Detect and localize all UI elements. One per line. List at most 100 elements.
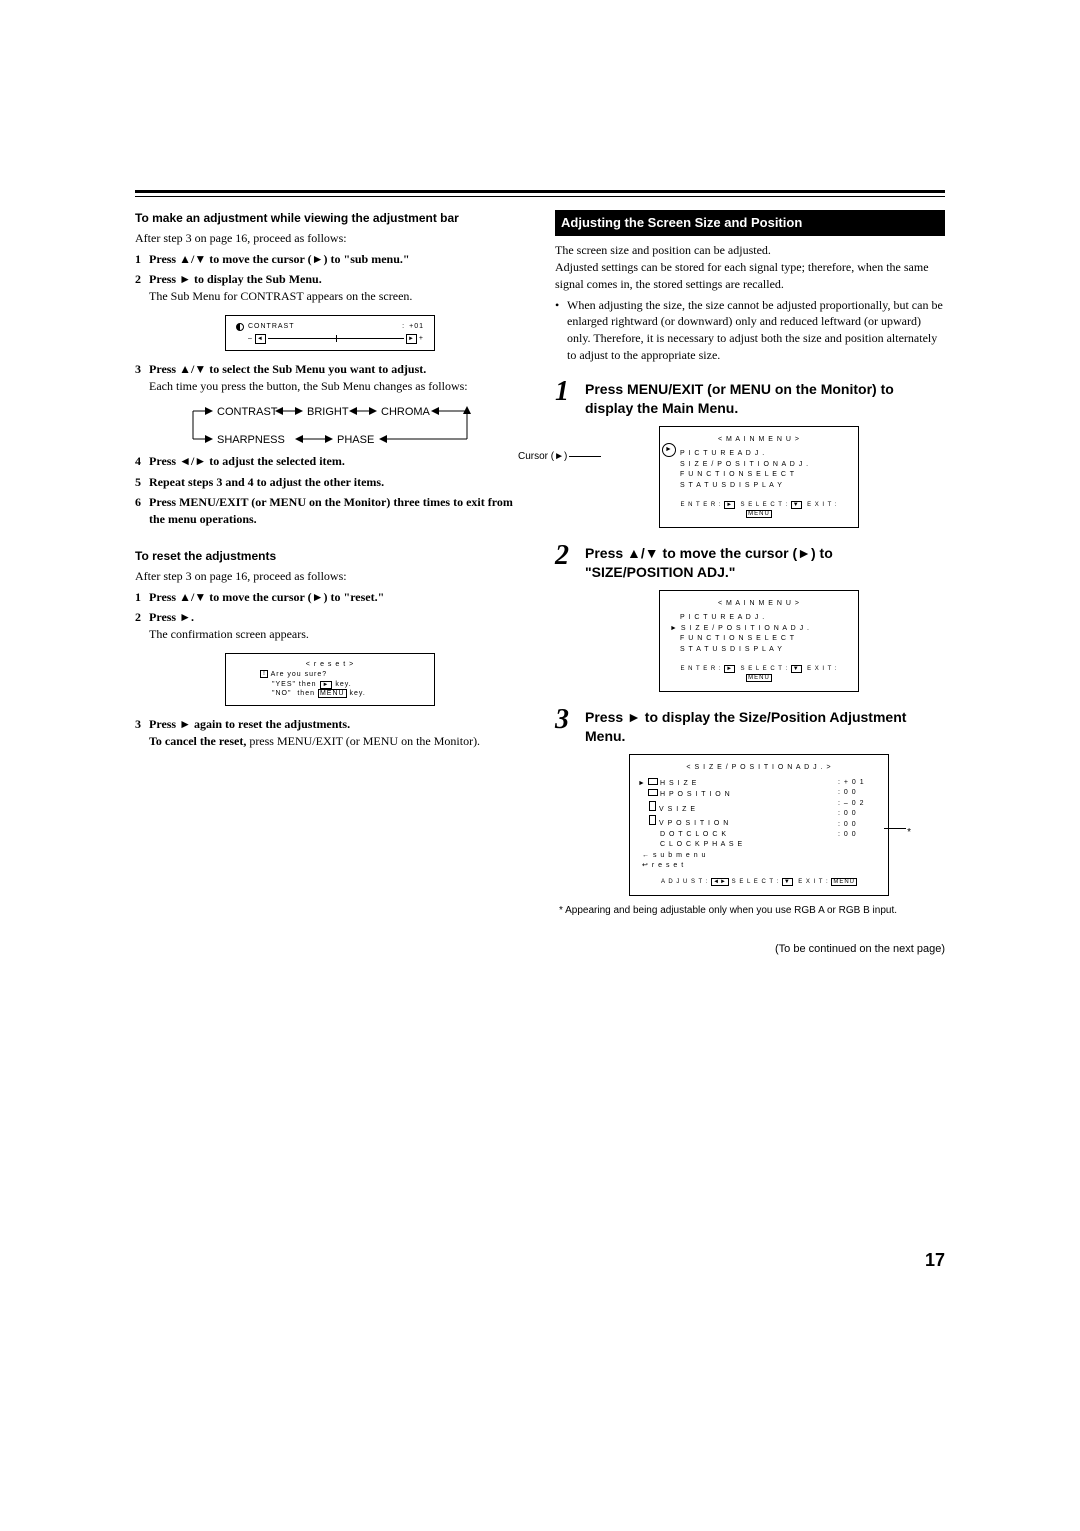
- step-text: Repeat steps 3 and 4 to adjust the other…: [149, 474, 525, 491]
- page-number: 17: [925, 1250, 945, 1271]
- main-menu-1-diagram: < M A I N M E N U > ► P I C T U R E A D …: [659, 426, 859, 529]
- two-column-layout: To make an adjustment while viewing the …: [135, 210, 945, 957]
- step-text: Press ► to display the Sub Menu. The Sub…: [149, 271, 525, 305]
- menu-row: ↩ r e s e t: [646, 861, 830, 872]
- step-num: 3: [135, 716, 149, 750]
- menu-line: S T A T U S D I S P L A Y: [680, 645, 848, 656]
- step-num: 2: [135, 271, 149, 305]
- menu-row: C L O C K P H A S E: [646, 840, 830, 851]
- menu-line: F U N C T I O N S E L E C T: [680, 634, 848, 645]
- menu-line: F U N C T I O N S E L E C T: [680, 470, 848, 481]
- step-text: Press ▲/▼ to select the Sub Menu you wan…: [149, 361, 525, 395]
- menu-footer: A D J U S T : ◄► S E L E C T : ▼ E X I T…: [640, 878, 878, 887]
- menu-footer: E N T E R : ► S E L E C T : ▼ E X I T : …: [670, 501, 848, 519]
- big-text: Press ▲/▼ to move the cursor (►) to "SIZ…: [585, 542, 945, 582]
- step-text: Press MENU/EXIT (or MENU on the Monitor)…: [149, 494, 525, 528]
- menu-row: V S I Z E: [646, 801, 830, 816]
- step-text: Press ►. The confirmation screen appears…: [149, 609, 525, 643]
- step-num: 4: [135, 453, 149, 470]
- svg-text:CHROMA: CHROMA: [381, 406, 431, 418]
- left-step-6: 6 Press MENU/EXIT (or MENU on the Monito…: [135, 494, 525, 528]
- svg-text:SHARPNESS: SHARPNESS: [217, 434, 285, 446]
- step-num: 1: [135, 589, 149, 606]
- menu-val: : 0 0: [838, 820, 878, 831]
- main-menu-2-diagram: < M A I N M E N U > P I C T U R E A D J …: [659, 590, 859, 693]
- contrast-submenu-diagram: CONTRAST : +01 – ◄ ► +: [225, 315, 435, 351]
- step-num: 6: [135, 494, 149, 528]
- menu-title: < M A I N M E N U >: [670, 599, 848, 610]
- reset-question: Are you sure?: [271, 671, 328, 678]
- reset-confirm-diagram: < r e s e t > ! Are you sure? "YES" then…: [225, 653, 435, 706]
- big-step-2: 2 Press ▲/▼ to move the cursor (►) to "S…: [555, 542, 945, 582]
- footnote-text: * Appearing and being adjustable only wh…: [559, 904, 945, 918]
- big-num: 1: [555, 378, 585, 418]
- cursor-label: Cursor (►): [518, 450, 601, 464]
- menu-line: S T A T U S D I S P L A Y: [680, 481, 848, 492]
- step-num: 3: [135, 361, 149, 395]
- svg-text:CONTRAST: CONTRAST: [217, 406, 278, 418]
- big-text: Press ► to display the Size/Position Adj…: [585, 706, 945, 746]
- top-rule-thin: [135, 196, 945, 197]
- step-text: Press ▲/▼ to move the cursor (►) to "sub…: [149, 251, 525, 268]
- reset-yes-line: "YES" then ► key.: [236, 680, 424, 690]
- heading-reset: To reset the adjustments: [135, 548, 525, 565]
- big-num: 3: [555, 706, 585, 746]
- left-step-3: 3 Press ▲/▼ to select the Sub Menu you w…: [135, 361, 525, 395]
- menu1-wrap: Cursor (►) < M A I N M E N U > ► P I C T…: [573, 426, 945, 529]
- continued-text: (To be continued on the next page): [555, 942, 945, 957]
- contrast-label: CONTRAST: [248, 322, 295, 332]
- footnote-star: *: [907, 825, 912, 840]
- reset-no-line: "NO" then MENU key.: [236, 689, 424, 699]
- step-sub: Each time you press the button, the Sub …: [149, 378, 525, 395]
- menu-row: V P O S I T I O N: [646, 815, 830, 830]
- left-step-1: 1 Press ▲/▼ to move the cursor (►) to "s…: [135, 251, 525, 268]
- svg-text:PHASE: PHASE: [337, 434, 374, 446]
- svg-text:BRIGHT: BRIGHT: [307, 406, 349, 418]
- right-column: Adjusting the Screen Size and Position T…: [555, 210, 945, 957]
- menu-val: : 0 0: [838, 830, 878, 841]
- contrast-value: +01: [409, 322, 424, 332]
- menu-footer: E N T E R : ► S E L E C T : ▼ E X I T : …: [670, 665, 848, 683]
- step-num: 5: [135, 474, 149, 491]
- size-position-menu-diagram: < S I Z E / P O S I T I O N A D J . > ►H…: [629, 754, 889, 896]
- cancel-reset: To cancel the reset, press MENU/EXIT (or…: [149, 733, 525, 750]
- big-step-1: 1 Press MENU/EXIT (or MENU on the Monito…: [555, 378, 945, 418]
- reset-step-3: 3 Press ► again to reset the adjustments…: [135, 716, 525, 750]
- left-step-5: 5 Repeat steps 3 and 4 to adjust the oth…: [135, 474, 525, 491]
- menu3-wrap: < S I Z E / P O S I T I O N A D J . > ►H…: [573, 754, 945, 896]
- step-sub: The confirmation screen appears.: [149, 626, 525, 643]
- right-p2: Adjusted settings can be stored for each…: [555, 259, 945, 293]
- step-sub: The Sub Menu for CONTRAST appears on the…: [149, 288, 525, 305]
- menu-title: < S I Z E / P O S I T I O N A D J . >: [640, 763, 878, 774]
- menu-row: ← s u b m e n u: [646, 851, 830, 862]
- menu2-wrap: < M A I N M E N U > P I C T U R E A D J …: [573, 590, 945, 693]
- menu-val: : + 0 1: [838, 778, 878, 789]
- menu-line: P I C T U R E A D J .: [680, 613, 848, 624]
- top-rule-thick: [135, 190, 945, 193]
- menu-line: P I C T U R E A D J .: [680, 449, 848, 460]
- intro-text-1: After step 3 on page 16, proceed as foll…: [135, 230, 525, 247]
- menu-line: ► S I Z E / P O S I T I O N A D J .: [680, 624, 848, 635]
- step-num: 1: [135, 251, 149, 268]
- menu-row: ►H S I Z E: [646, 778, 830, 790]
- step-num: 2: [135, 609, 149, 643]
- menu-val: : 0 0: [838, 788, 878, 799]
- contrast-icon: [236, 323, 244, 331]
- right-bullet: • When adjusting the size, the size cann…: [555, 297, 945, 364]
- reset-step-1: 1 Press ▲/▼ to move the cursor (►) to "r…: [135, 589, 525, 606]
- intro-text-2: After step 3 on page 16, proceed as foll…: [135, 568, 525, 585]
- reset-step-2: 2 Press ►. The confirmation screen appea…: [135, 609, 525, 643]
- left-step-2: 2 Press ► to display the Sub Menu. The S…: [135, 271, 525, 305]
- menu-val: : – 0 2: [838, 799, 878, 810]
- big-step-3: 3 Press ► to display the Size/Position A…: [555, 706, 945, 746]
- step-text: Press ◄/► to adjust the selected item.: [149, 453, 525, 470]
- menu-val: : 0 0: [838, 809, 878, 820]
- footnote-pointer-line: [884, 828, 906, 829]
- left-step-4: 4 Press ◄/► to adjust the selected item.: [135, 453, 525, 470]
- section-banner: Adjusting the Screen Size and Position: [555, 210, 945, 236]
- heading-adjustment-bar: To make an adjustment while viewing the …: [135, 210, 525, 227]
- big-text: Press MENU/EXIT (or MENU on the Monitor)…: [585, 378, 945, 418]
- submenu-flow-diagram: CONTRAST BRIGHT CHROMA SHARPNESS PHASE: [175, 399, 485, 449]
- big-num: 2: [555, 542, 585, 582]
- step-text: Press ▲/▼ to move the cursor (►) to "res…: [149, 589, 525, 606]
